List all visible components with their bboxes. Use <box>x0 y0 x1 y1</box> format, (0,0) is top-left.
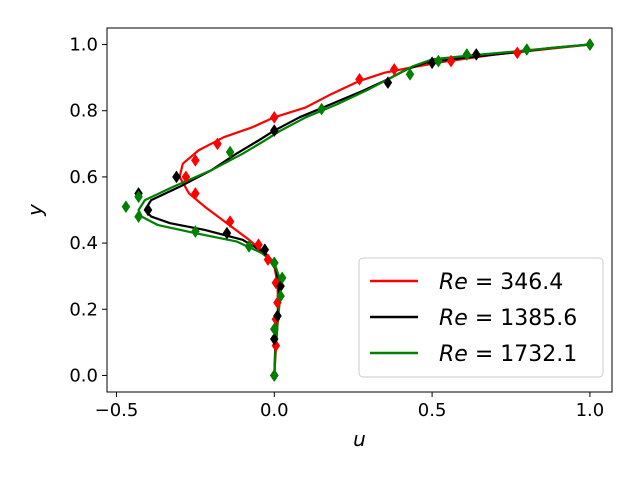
data-marker <box>121 200 131 214</box>
data-marker <box>446 54 456 68</box>
data-marker <box>317 102 326 116</box>
data-marker <box>277 271 287 285</box>
series-markers <box>181 38 595 382</box>
data-marker <box>434 54 443 68</box>
data-marker <box>405 67 415 81</box>
data-marker <box>273 309 282 323</box>
data-marker <box>269 256 279 270</box>
data-marker <box>191 153 200 167</box>
legend-label: Re = 346.4 <box>439 270 563 295</box>
data-marker <box>269 332 279 346</box>
x-tick-label: −0.5 <box>95 400 139 421</box>
data-marker <box>585 38 595 51</box>
y-tick-label: 0.2 <box>69 299 98 320</box>
legend-box <box>358 257 604 378</box>
data-marker <box>276 289 285 303</box>
data-marker <box>254 238 263 252</box>
data-marker <box>225 215 235 229</box>
y-tick-label: 1.0 <box>69 35 98 56</box>
y-tick-label: 0.4 <box>69 233 98 254</box>
legend-label: Re = 1732.1 <box>439 342 577 367</box>
data-marker <box>225 145 235 159</box>
y-tick-label: 0.8 <box>69 101 98 122</box>
data-marker <box>383 76 393 90</box>
x-tick-label: 1.0 <box>576 400 605 421</box>
data-marker <box>355 72 364 86</box>
data-marker <box>213 137 222 151</box>
data-marker <box>191 225 200 238</box>
data-marker <box>269 110 279 124</box>
x-axis-label: u <box>353 427 366 451</box>
data-marker <box>263 253 273 267</box>
data-marker <box>269 369 279 382</box>
data-marker <box>172 170 181 184</box>
x-tick-label: 0.5 <box>418 400 447 421</box>
y-tick-label: 0.6 <box>69 167 98 188</box>
data-marker <box>522 43 532 56</box>
data-marker <box>269 124 279 138</box>
legend: Re = 346.4 Re = 1385.6 Re = 1732.1 <box>358 257 604 378</box>
y-axis-label: y <box>23 203 47 217</box>
plot-frame <box>106 27 613 393</box>
data-marker <box>389 62 399 76</box>
legend-label: Re = 1385.6 <box>439 306 577 331</box>
data-marker <box>244 239 254 253</box>
data-marker <box>181 170 191 184</box>
data-marker <box>143 203 153 217</box>
x-tick-label: 0.0 <box>260 400 289 421</box>
data-marker <box>260 243 270 257</box>
data-marker <box>513 46 522 60</box>
data-marker <box>134 210 143 224</box>
data-marker <box>471 48 481 61</box>
data-marker <box>222 226 232 240</box>
series-markers <box>121 38 595 382</box>
data-marker <box>191 187 200 200</box>
y-tick-label: 0.0 <box>69 365 98 386</box>
data-marker <box>269 322 279 336</box>
data-marker <box>134 190 143 204</box>
data-marker <box>462 48 472 61</box>
